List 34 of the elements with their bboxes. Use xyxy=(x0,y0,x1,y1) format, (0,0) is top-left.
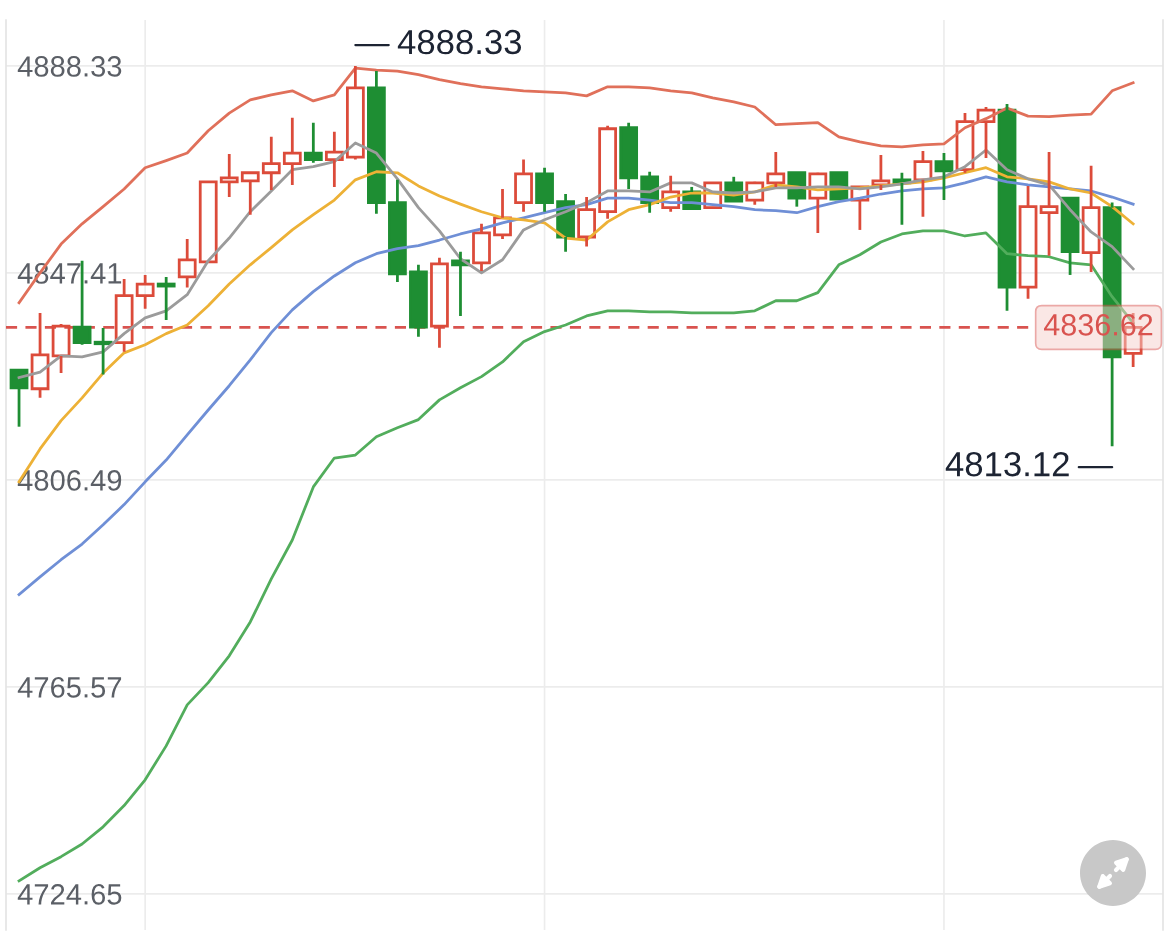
annotation: 4813.12 xyxy=(945,451,1069,477)
candlestick xyxy=(1039,150,1059,258)
candlestick xyxy=(577,195,596,248)
candlestick xyxy=(430,256,449,350)
candlestick xyxy=(934,151,954,202)
candlestick xyxy=(367,69,386,216)
candlestick xyxy=(619,121,639,191)
candlestick xyxy=(30,311,50,400)
candlestick xyxy=(1018,184,1038,301)
candlestick xyxy=(240,171,260,217)
candlestick xyxy=(261,135,281,192)
candlestick xyxy=(409,263,428,339)
annotation: 4888.33 xyxy=(397,29,522,55)
candlestick xyxy=(324,130,344,189)
candlestick xyxy=(219,152,239,199)
candlestick xyxy=(535,166,554,214)
candlestick xyxy=(598,124,617,221)
candlestick xyxy=(282,116,302,187)
candlestick xyxy=(345,64,365,161)
y-tick-label: 4806.49 xyxy=(17,470,122,491)
candlestick xyxy=(177,237,197,289)
y-tick-label: 4888.33 xyxy=(17,56,122,77)
candlestick xyxy=(1081,164,1101,274)
candlestick xyxy=(51,322,71,375)
candlestick xyxy=(514,158,533,214)
candlestick xyxy=(388,178,407,284)
candlestick xyxy=(766,150,786,189)
candlestick xyxy=(745,181,765,207)
y-tick-label: 4765.57 xyxy=(17,677,122,698)
y-tick-label: 4724.65 xyxy=(17,884,122,905)
candlestick xyxy=(472,222,491,273)
candlestick xyxy=(135,273,155,311)
candlestick xyxy=(303,121,323,165)
candlestick xyxy=(808,172,828,235)
